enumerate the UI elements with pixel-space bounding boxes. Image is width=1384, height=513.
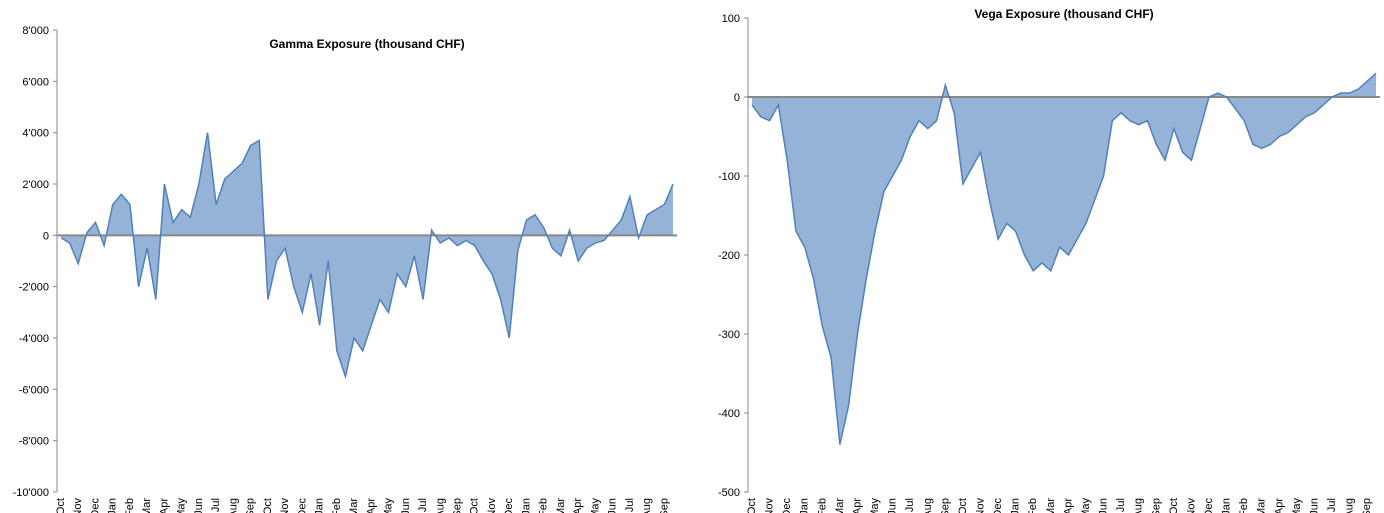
y-tick-label: -2'000 bbox=[19, 282, 49, 294]
x-tick-label: Mar bbox=[141, 498, 153, 513]
x-tick-label: Feb bbox=[1027, 498, 1039, 513]
x-tick-label: Jun bbox=[1098, 498, 1110, 513]
x-tick-label: Oct bbox=[746, 498, 758, 513]
x-tick-label: May bbox=[1291, 498, 1303, 513]
x-tick-label: Dec bbox=[992, 498, 1004, 513]
area-fill bbox=[61, 132, 673, 377]
x-tick-label: Nov bbox=[279, 498, 291, 513]
area-line bbox=[60, 132, 674, 380]
x-tick-label: Aug bbox=[641, 498, 653, 513]
x-tick-label: Mar bbox=[1256, 498, 1268, 513]
y-tick-label: -6'000 bbox=[19, 384, 49, 396]
x-tick-label: Sep bbox=[939, 498, 951, 513]
x-tick-label: Jan bbox=[107, 498, 119, 513]
x-tick-label: Jun bbox=[1308, 498, 1320, 513]
x-tick-label: Feb bbox=[124, 498, 136, 513]
x-tick-label: Oct bbox=[1168, 498, 1180, 513]
x-tick-label: Aug bbox=[922, 498, 934, 513]
area-fill bbox=[752, 73, 1376, 445]
x-tick-label: Feb bbox=[538, 498, 550, 513]
x-tick-label: Aug bbox=[434, 498, 446, 513]
x-tick-label: May bbox=[1080, 498, 1092, 513]
y-tick-label: -300 bbox=[718, 329, 740, 341]
y-tick-label: 0 bbox=[43, 230, 49, 242]
y-tick-label: 0 bbox=[734, 92, 740, 104]
x-tick-label: Jun bbox=[607, 498, 619, 513]
y-tick-label: 6'000 bbox=[22, 76, 49, 88]
x-tick-label: Apr bbox=[1062, 498, 1074, 513]
x-tick-label: Sep bbox=[1361, 498, 1373, 513]
y-tick-label: 2'000 bbox=[22, 179, 49, 191]
y-tick-label: -100 bbox=[718, 171, 740, 183]
x-tick-label: Feb bbox=[816, 498, 828, 513]
chart-title: Vega Exposure (thousand CHF) bbox=[974, 7, 1153, 21]
y-tick-label: -10'000 bbox=[13, 487, 49, 499]
x-tick-label: Jul bbox=[624, 498, 636, 512]
x-tick-label: Jul bbox=[417, 498, 429, 512]
x-tick-label: Dec bbox=[296, 498, 308, 513]
x-tick-label: Jan bbox=[520, 498, 532, 513]
x-tick-label: Aug bbox=[1344, 498, 1356, 513]
area-line bbox=[751, 72, 1377, 445]
x-tick-label: Sep bbox=[245, 498, 257, 513]
y-tick-label: 4'000 bbox=[22, 128, 49, 140]
x-tick-label: May bbox=[589, 498, 601, 513]
x-tick-label: Oct bbox=[55, 498, 67, 513]
x-tick-label: Nov bbox=[764, 498, 776, 513]
x-tick-label: Feb bbox=[331, 498, 343, 513]
x-tick-label: Apr bbox=[572, 498, 584, 513]
x-tick-label: May bbox=[869, 498, 881, 513]
x-tick-label: Apr bbox=[1273, 498, 1285, 513]
x-tick-label: Apr bbox=[851, 498, 863, 513]
x-tick-label: Apr bbox=[158, 498, 170, 513]
x-tick-label: Sep bbox=[1150, 498, 1162, 513]
x-tick-label: May bbox=[383, 498, 395, 513]
x-tick-label: Apr bbox=[365, 498, 377, 513]
x-tick-label: Jan bbox=[1010, 498, 1022, 513]
x-tick-label: Dec bbox=[503, 498, 515, 513]
x-tick-label: Jan bbox=[314, 498, 326, 513]
x-tick-label: Oct bbox=[957, 498, 969, 513]
x-tick-label: Nov bbox=[1185, 498, 1197, 513]
x-tick-label: Nov bbox=[975, 498, 987, 513]
x-tick-label: Sep bbox=[452, 498, 464, 513]
chart-title: Gamma Exposure (thousand CHF) bbox=[269, 37, 464, 51]
x-tick-label: Mar bbox=[1045, 498, 1057, 513]
x-tick-label: Sep bbox=[658, 498, 670, 513]
x-tick-label: Jun bbox=[193, 498, 205, 513]
x-tick-label: Jul bbox=[904, 498, 916, 512]
x-tick-label: Mar bbox=[348, 498, 360, 513]
x-tick-label: Dec bbox=[89, 498, 101, 513]
x-tick-label: Jun bbox=[400, 498, 412, 513]
x-tick-label: Oct bbox=[469, 498, 481, 513]
y-tick-label: 8'000 bbox=[22, 25, 49, 37]
x-tick-label: Nov bbox=[486, 498, 498, 513]
x-tick-label: Mar bbox=[555, 498, 567, 513]
y-tick-label: -400 bbox=[718, 408, 740, 420]
x-tick-label: Dec bbox=[1203, 498, 1215, 513]
x-tick-label: Nov bbox=[72, 498, 84, 513]
x-tick-label: Jun bbox=[887, 498, 899, 513]
y-tick-label: -500 bbox=[718, 487, 740, 499]
x-tick-label: Jul bbox=[210, 498, 222, 512]
x-tick-label: Mar bbox=[834, 498, 846, 513]
x-tick-label: Jul bbox=[1115, 498, 1127, 512]
y-tick-label: -4'000 bbox=[19, 333, 49, 345]
x-tick-label: Jul bbox=[1326, 498, 1338, 512]
x-tick-label: Dec bbox=[781, 498, 793, 513]
x-tick-label: May bbox=[176, 498, 188, 513]
y-tick-label: 100 bbox=[722, 13, 740, 25]
x-tick-label: Oct bbox=[262, 498, 274, 513]
x-tick-label: Feb bbox=[1238, 498, 1250, 513]
x-tick-label: Aug bbox=[227, 498, 239, 513]
y-tick-label: -200 bbox=[718, 250, 740, 262]
y-tick-label: -8'000 bbox=[19, 436, 49, 448]
x-tick-label: Jan bbox=[1221, 498, 1233, 513]
x-tick-label: Jan bbox=[799, 498, 811, 513]
x-tick-label: Aug bbox=[1133, 498, 1145, 513]
